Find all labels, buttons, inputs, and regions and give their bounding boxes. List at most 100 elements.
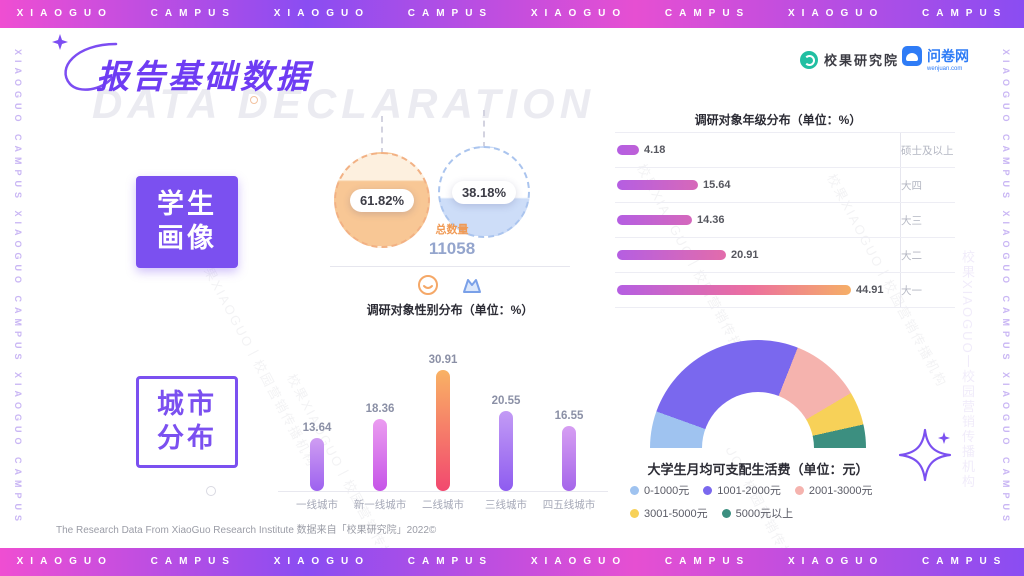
grade-category: 大三 — [901, 214, 922, 227]
city-chart: 13.64 18.36 30.91 20.55 16.55 — [278, 348, 608, 492]
grade-chart-title: 调研对象年级分布（单位：%） — [694, 113, 862, 127]
gender-chart-title: 调研对象性别分布（单位：%） — [366, 303, 534, 317]
grade-category: 大一 — [901, 284, 922, 297]
city-bar — [310, 438, 324, 491]
city-column: 13.64 — [288, 422, 346, 491]
legend-item: 1001-2000元 — [703, 482, 781, 498]
legend-dot — [794, 485, 804, 495]
research-institute-logo: 校果研究院 — [800, 50, 899, 69]
grade-value: 20.91 — [731, 249, 759, 261]
hanging-string — [483, 110, 485, 148]
grade-chart: 4.18 硕士及以上 15.64 大四 14.36 大三 20.91 大二 44… — [615, 132, 955, 308]
page-title: 报告基础数据 — [96, 58, 312, 95]
city-column: 30.91 — [414, 354, 472, 491]
legend-item: 2001-3000元 — [794, 482, 873, 498]
city-category: 新一线城市 — [353, 499, 407, 511]
grade-bar — [617, 285, 851, 295]
grade-category: 大四 — [901, 179, 922, 192]
student-portrait-line2: 画像 — [157, 223, 217, 253]
city-bar — [373, 419, 387, 491]
gauge-chart-title: 大学生月均可支配生活费（单位：元） — [647, 462, 869, 477]
gender-total-value: 11058 — [428, 239, 476, 258]
city-column: 20.55 — [477, 395, 535, 491]
female-share-circle: 38.18% — [438, 146, 530, 238]
gender-total: 总数量 11058 — [408, 221, 496, 259]
grade-row: 15.64 大四 — [615, 168, 955, 203]
hanging-string — [381, 116, 383, 154]
watermark-text: 校果XIAOGUO丨校园营销传播机构 — [960, 250, 975, 490]
gauge-chart — [650, 340, 866, 448]
legend-item: 5000元以上 — [721, 505, 794, 521]
legend-dot — [703, 485, 713, 495]
grade-value: 44.91 — [856, 284, 884, 296]
city-distribution-line1: 城市 — [157, 389, 217, 420]
city-value: 13.64 — [302, 422, 332, 434]
student-portrait-label: 学生 画像 — [136, 176, 238, 268]
legend-label: 5000元以上 — [735, 508, 794, 520]
grade-axis-line — [900, 133, 901, 308]
legend-label: 3001-5000元 — [644, 508, 708, 520]
city-bar — [499, 411, 513, 491]
grade-category: 大二 — [901, 249, 922, 262]
legend-item: 0-1000元 — [630, 482, 689, 498]
grade-category: 硕士及以上 — [901, 144, 954, 157]
city-column: 18.36 — [351, 403, 409, 491]
city-value: 16.55 — [554, 410, 584, 422]
gauge-legend: 0-1000元 1001-2000元 2001-3000元 3001-5000元… — [630, 482, 898, 521]
wenjuan-logo-icon — [902, 46, 922, 66]
grade-row: 4.18 硕士及以上 — [615, 133, 955, 168]
wenjuan-logo-label: 问卷网 — [927, 48, 969, 64]
city-bar — [562, 426, 576, 491]
grade-bar — [617, 145, 639, 155]
gender-divider — [330, 266, 570, 267]
city-value: 30.91 — [428, 354, 458, 366]
grade-row: 14.36 大三 — [615, 203, 955, 238]
female-share-value: 38.18% — [451, 180, 517, 204]
city-column: 16.55 — [540, 410, 598, 491]
wenjuan-logo: 问卷网 wenjuan.com — [902, 46, 969, 72]
grade-value: 15.64 — [703, 179, 731, 191]
legend-dot — [630, 485, 639, 495]
ring-decoration — [206, 486, 216, 496]
legend-label: 2001-3000元 — [808, 485, 873, 497]
grade-value: 14.36 — [697, 214, 725, 226]
city-bar — [436, 370, 450, 491]
legend-label: 1001-2000元 — [717, 485, 781, 497]
grade-bar — [617, 180, 698, 190]
grade-row: 20.91 大二 — [615, 238, 955, 273]
city-category: 一线城市 — [296, 499, 338, 511]
grade-value: 4.18 — [644, 144, 666, 156]
male-share-circle: 61.82% — [334, 152, 430, 248]
city-category: 二线城市 — [422, 499, 464, 511]
female-icon — [463, 279, 481, 293]
bottom-banner: XIAOGUO CAMPUS XIAOGUO CAMPUS XIAOGUO CA… — [0, 548, 1024, 576]
city-category: 三线城市 — [485, 499, 527, 511]
grade-row: 44.91 大一 — [615, 273, 955, 308]
city-distribution-label: 城市 分布 — [136, 376, 238, 468]
city-value: 18.36 — [365, 403, 395, 415]
grade-bar — [617, 215, 692, 225]
title-watermark: DATA DECLARATION — [92, 80, 596, 127]
gender-icons — [330, 273, 570, 297]
student-portrait-line1: 学生 — [157, 189, 217, 220]
city-axis-labels: 一线城市 新一线城市 二线城市 三线城市 四五线城市 — [278, 497, 608, 512]
footer-note: The Research Data From XiaoGuo Research … — [56, 525, 437, 536]
left-edge-strip: XIAOGUO CAMPUS XIAOGUO CAMPUS XIAOGUO CA… — [0, 28, 36, 548]
city-value: 20.55 — [491, 395, 521, 407]
legend-item: 3001-5000元 — [630, 505, 708, 521]
grade-bar — [617, 250, 726, 260]
research-institute-logo-label: 校果研究院 — [824, 53, 900, 68]
sparkle-icon — [898, 428, 952, 482]
male-share-value: 61.82% — [349, 188, 415, 212]
legend-label: 0-1000元 — [644, 485, 690, 497]
right-edge-strip: XIAOGUO CAMPUS XIAOGUO CAMPUS XIAOGUO CA… — [988, 28, 1024, 548]
gender-total-label: 总数量 — [435, 224, 469, 236]
city-category: 四五线城市 — [542, 499, 596, 511]
swoosh-decoration — [52, 34, 118, 91]
wenjuan-logo-sublabel: wenjuan.com — [927, 66, 963, 72]
legend-dot — [630, 508, 639, 518]
ring-decoration — [250, 96, 258, 104]
top-banner: XIAOGUO CAMPUS XIAOGUO CAMPUS XIAOGUO CA… — [0, 0, 1024, 28]
legend-dot — [721, 508, 731, 518]
